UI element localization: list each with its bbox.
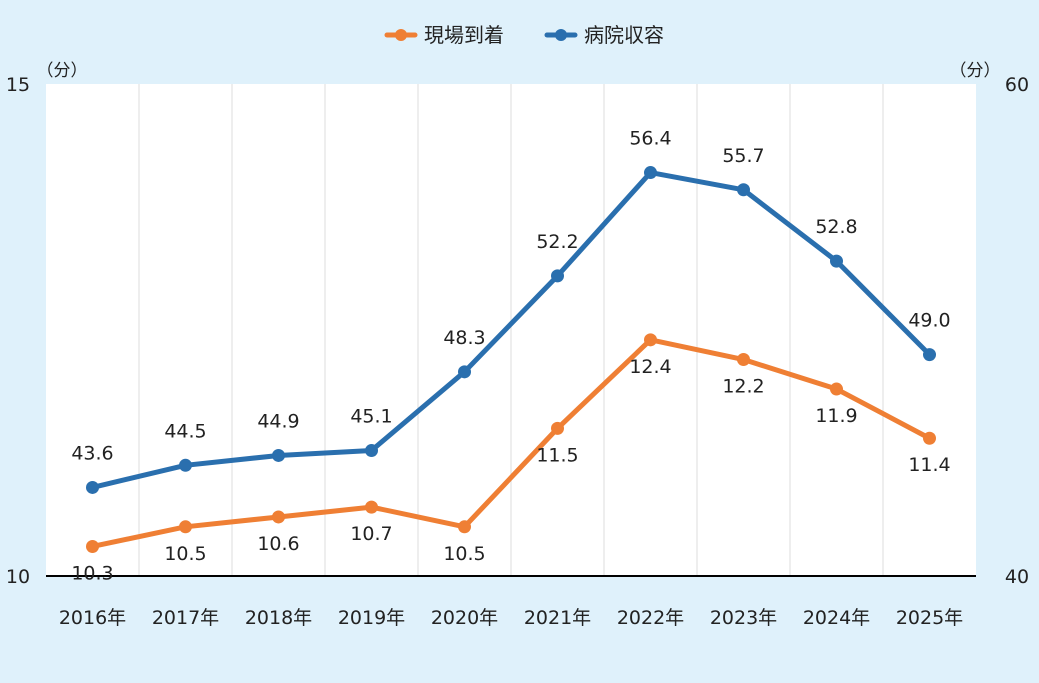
series-group: 10.3 10.5 10.6 10.7 10.5 11.5 12.4 12.2 11.9 11.4… (71, 128, 950, 585)
data-label-genba: 10.6 (257, 533, 299, 555)
data-label-genba: 10.7 (350, 523, 392, 545)
series-line-genba (90, 337, 932, 549)
data-point-genba (551, 421, 564, 435)
legend-marker-genba (395, 29, 407, 41)
x-tick-label: 2021年 (524, 607, 591, 629)
data-label-byoin: 44.9 (257, 410, 299, 432)
x-tick-label: 2025年 (896, 607, 963, 629)
x-tick-label: 2017年 (152, 607, 219, 629)
data-label-genba: 11.4 (908, 454, 950, 476)
x-tick-labels: 2016年 2017年 2018年 2019年 2020年 2021年 2022年 2023年… (59, 607, 963, 629)
left-tick-label: 15 (6, 74, 30, 96)
data-point-byoin (86, 480, 99, 494)
x-tick-label: 2016年 (59, 607, 126, 629)
data-point-genba (644, 333, 657, 347)
right-axis-unit: （分） (950, 61, 1001, 81)
vertical-gridlines (138, 84, 884, 576)
data-label-genba: 11.9 (815, 405, 857, 427)
data-point-genba (923, 431, 936, 445)
left-tick-label: 10 (6, 566, 30, 588)
data-point-byoin (272, 448, 285, 462)
right-tick-label: 40 (1005, 566, 1029, 588)
left-axis-unit: （分） (37, 61, 88, 81)
data-point-genba (830, 382, 843, 396)
x-tick-label: 2024年 (803, 607, 870, 629)
data-label-byoin: 48.3 (443, 327, 485, 349)
data-label-byoin: 49.0 (908, 310, 950, 332)
x-tick-label: 2023年 (710, 607, 777, 629)
data-label-byoin: 52.2 (536, 231, 578, 253)
x-tick-label: 2020年 (431, 607, 498, 629)
legend: 現場到着 病院収容 (384, 23, 664, 47)
data-point-genba (365, 500, 378, 514)
series-line-byoin (90, 170, 932, 490)
data-label-genba: 10.3 (71, 562, 113, 584)
data-point-byoin (830, 254, 843, 268)
data-label-byoin: 43.6 (71, 442, 113, 464)
right-tick-label: 60 (1005, 74, 1029, 96)
data-point-byoin (365, 444, 378, 458)
data-point-byoin (551, 269, 564, 283)
x-tick-label: 2018年 (245, 607, 312, 629)
data-point-genba (458, 520, 471, 534)
data-label-genba: 10.5 (164, 543, 206, 565)
legend-label-byoin: 病院収容 (584, 23, 664, 47)
legend-marker-byoin (555, 29, 567, 41)
data-point-byoin (644, 166, 657, 180)
data-point-byoin (737, 183, 750, 197)
x-tick-label: 2022年 (617, 607, 684, 629)
data-point-byoin (923, 348, 936, 362)
legend-label-genba: 現場到着 (424, 23, 504, 47)
data-point-byoin (458, 365, 471, 379)
x-tick-label: 2019年 (338, 607, 405, 629)
data-label-genba: 12.2 (722, 376, 764, 398)
data-label-genba: 10.5 (443, 543, 485, 565)
data-label-byoin: 45.1 (350, 406, 392, 428)
data-point-genba (86, 539, 99, 553)
data-point-genba (272, 510, 285, 524)
data-label-byoin: 52.8 (815, 216, 857, 238)
data-point-genba (737, 353, 750, 367)
data-label-byoin: 55.7 (722, 145, 764, 167)
data-point-byoin (179, 458, 192, 472)
data-label-byoin: 44.5 (164, 420, 206, 442)
data-label-genba: 12.4 (629, 356, 671, 378)
data-point-genba (179, 520, 192, 534)
data-label-genba: 11.5 (536, 444, 578, 466)
data-label-byoin: 56.4 (629, 128, 671, 150)
